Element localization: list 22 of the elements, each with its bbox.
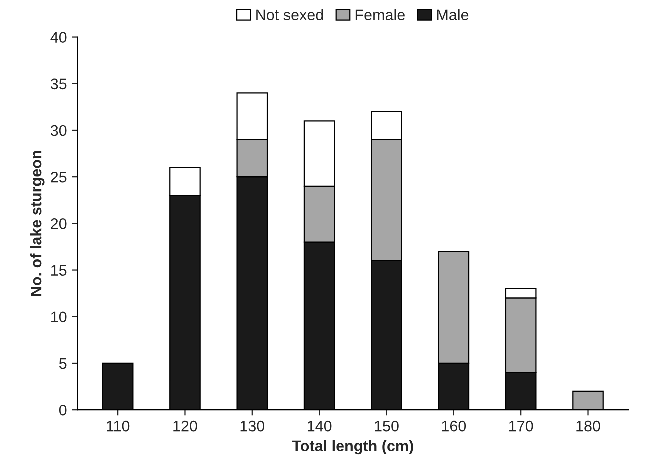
y-tick-label: 40 — [50, 32, 67, 43]
y-tick-label: 0 — [59, 404, 67, 416]
x-axis-title: Total length (cm) — [292, 440, 414, 455]
y-tick-label: 35 — [50, 78, 67, 90]
legend-label: Not sexed — [256, 9, 324, 21]
x-tick-label: 150 — [375, 420, 399, 432]
y-tick-label: 10 — [52, 312, 67, 323]
x-tick-label: 170 — [510, 420, 534, 432]
x-tick-label: 160 — [442, 420, 466, 432]
y-axis-title: No. of lake sturgeon — [30, 151, 45, 296]
x-tick-label: 110 — [107, 420, 130, 432]
legend-label: Male — [437, 9, 469, 21]
x-tick-label: 120 — [174, 420, 198, 432]
x-tick-label: 140 — [308, 420, 332, 432]
x-tick-label: 130 — [240, 420, 265, 432]
y-tick-label: 15 — [52, 265, 67, 276]
y-tick-label: 5 — [59, 358, 67, 370]
y-tick-label: 25 — [51, 172, 67, 183]
legend-label: Female — [356, 9, 405, 21]
y-tick-label: 20 — [51, 218, 67, 230]
y-tick-label: 30 — [50, 125, 67, 136]
x-tick-label: 180 — [576, 420, 600, 432]
